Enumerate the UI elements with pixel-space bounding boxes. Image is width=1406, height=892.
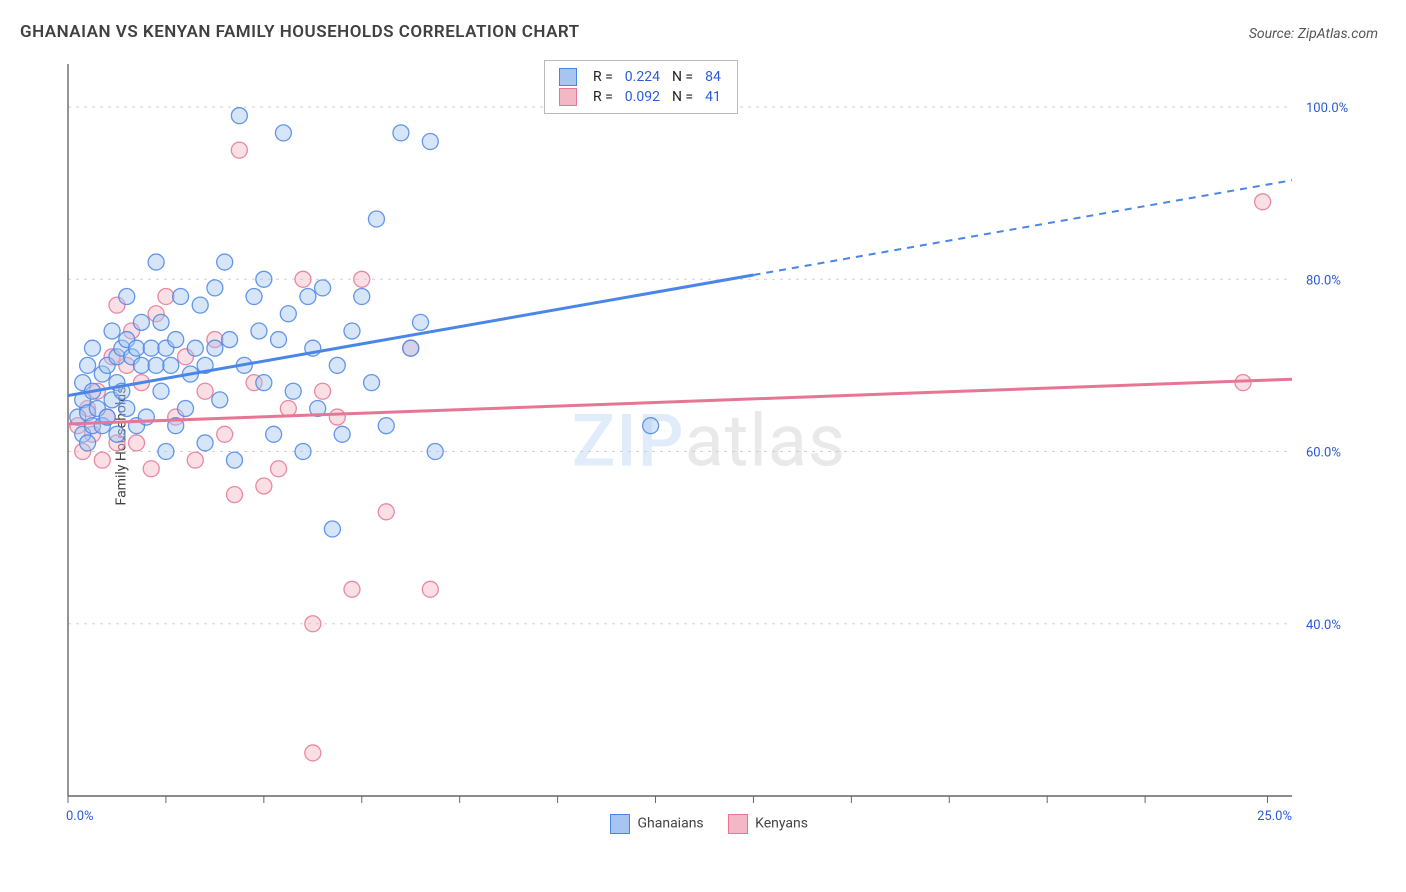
chart-svg: 40.0% 60.0% 80.0% 100.0% 0.0% 25.0%	[54, 56, 1364, 836]
svg-text:80.0%: 80.0%	[1306, 273, 1341, 288]
source-credit: Source: ZipAtlas.com	[1249, 26, 1378, 42]
r-label: R =	[587, 67, 619, 87]
svg-text:60.0%: 60.0%	[1306, 446, 1341, 461]
legend-label-kenyans: Kenyans	[755, 816, 808, 832]
legend-row-kenyans: R = 0.092 N = 41	[553, 87, 727, 107]
legend-label-ghanaians: Ghanaians	[637, 816, 703, 832]
svg-text:0.0%: 0.0%	[66, 809, 94, 824]
r-label: R =	[587, 87, 619, 107]
swatch-ghanaians	[559, 68, 577, 86]
n-label: N =	[666, 67, 699, 87]
svg-text:40.0%: 40.0%	[1306, 618, 1341, 633]
swatch-kenyans	[728, 814, 748, 834]
legend-item-ghanaians: Ghanaians	[610, 814, 704, 834]
r-value-ghanaians: 0.224	[619, 67, 666, 87]
plot-area: Family Households ZIPatlas 40.0%60.0%80.…	[54, 56, 1364, 836]
n-label: N =	[666, 87, 699, 107]
n-value-ghanaians: 84	[699, 67, 727, 87]
legend-row-ghanaians: R = 0.224 N = 84	[553, 67, 727, 87]
chart-title: GHANAIAN VS KENYAN FAMILY HOUSEHOLDS COR…	[20, 22, 580, 42]
r-value-kenyans: 0.092	[619, 87, 666, 107]
swatch-kenyans	[559, 88, 577, 106]
correlation-legend: R = 0.224 N = 84 R = 0.092 N = 41	[544, 60, 738, 114]
svg-text:100.0%: 100.0%	[1306, 101, 1348, 116]
legend-item-kenyans: Kenyans	[728, 814, 808, 834]
svg-text:25.0%: 25.0%	[1257, 809, 1292, 824]
series-legend: Ghanaians Kenyans	[610, 814, 808, 834]
swatch-ghanaians	[610, 814, 630, 834]
n-value-kenyans: 41	[699, 87, 727, 107]
